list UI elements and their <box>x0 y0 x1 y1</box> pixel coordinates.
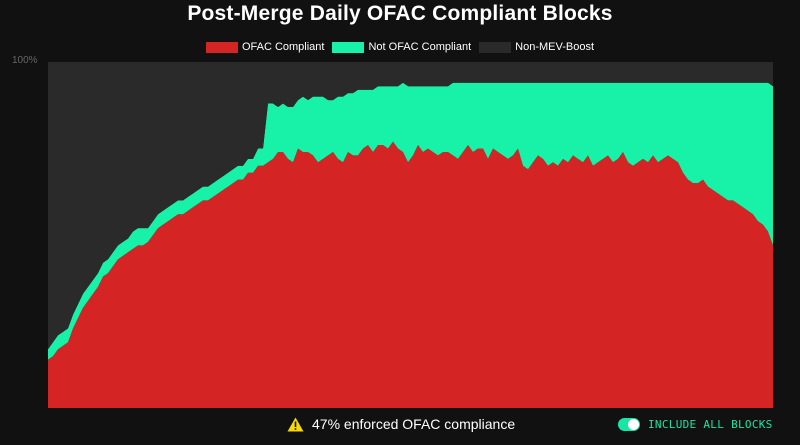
warning-icon <box>287 417 304 431</box>
legend-item-ofac-compliant[interactable]: OFAC Compliant <box>205 41 325 53</box>
toggle-knob <box>628 419 639 430</box>
legend-label-non-mev-boost: Non-MEV-Boost <box>515 41 595 53</box>
compliance-text: 47% enforced OFAC compliance <box>312 416 516 432</box>
legend-swatch-non-mev-boost <box>479 41 512 53</box>
area-series-ofac-compliant <box>48 141 773 408</box>
area-series-non-mev-boost <box>48 62 773 350</box>
compliance-status: 47% enforced OFAC compliance <box>287 416 515 432</box>
include-all-blocks-label[interactable]: INCLUDE ALL BLOCKS <box>648 418 773 431</box>
legend-item-non-mev-boost[interactable]: Non-MEV-Boost <box>479 41 594 53</box>
chart-title: Post-Merge Daily OFAC Compliant Blocks <box>187 2 613 25</box>
legend-swatch-ofac-compliant <box>205 41 238 53</box>
legend-swatch-not-ofac-compliant <box>332 41 365 53</box>
legend-label-not-ofac-compliant: Not OFAC Compliant <box>368 41 472 53</box>
y-tick-label-100: 100% <box>12 55 38 66</box>
series-layer <box>48 62 773 408</box>
include-all-blocks-control[interactable]: INCLUDE ALL BLOCKS <box>618 418 773 431</box>
legend-label-ofac-compliant: OFAC Compliant <box>241 41 325 53</box>
include-all-blocks-toggle[interactable] <box>618 418 640 431</box>
legend-item-not-ofac-compliant[interactable]: Not OFAC Compliant <box>332 41 471 53</box>
chart-legend: OFAC Compliant Not OFAC Compliant Non-ME… <box>0 41 800 53</box>
area-series-not-ofac-compliant <box>48 82 773 360</box>
